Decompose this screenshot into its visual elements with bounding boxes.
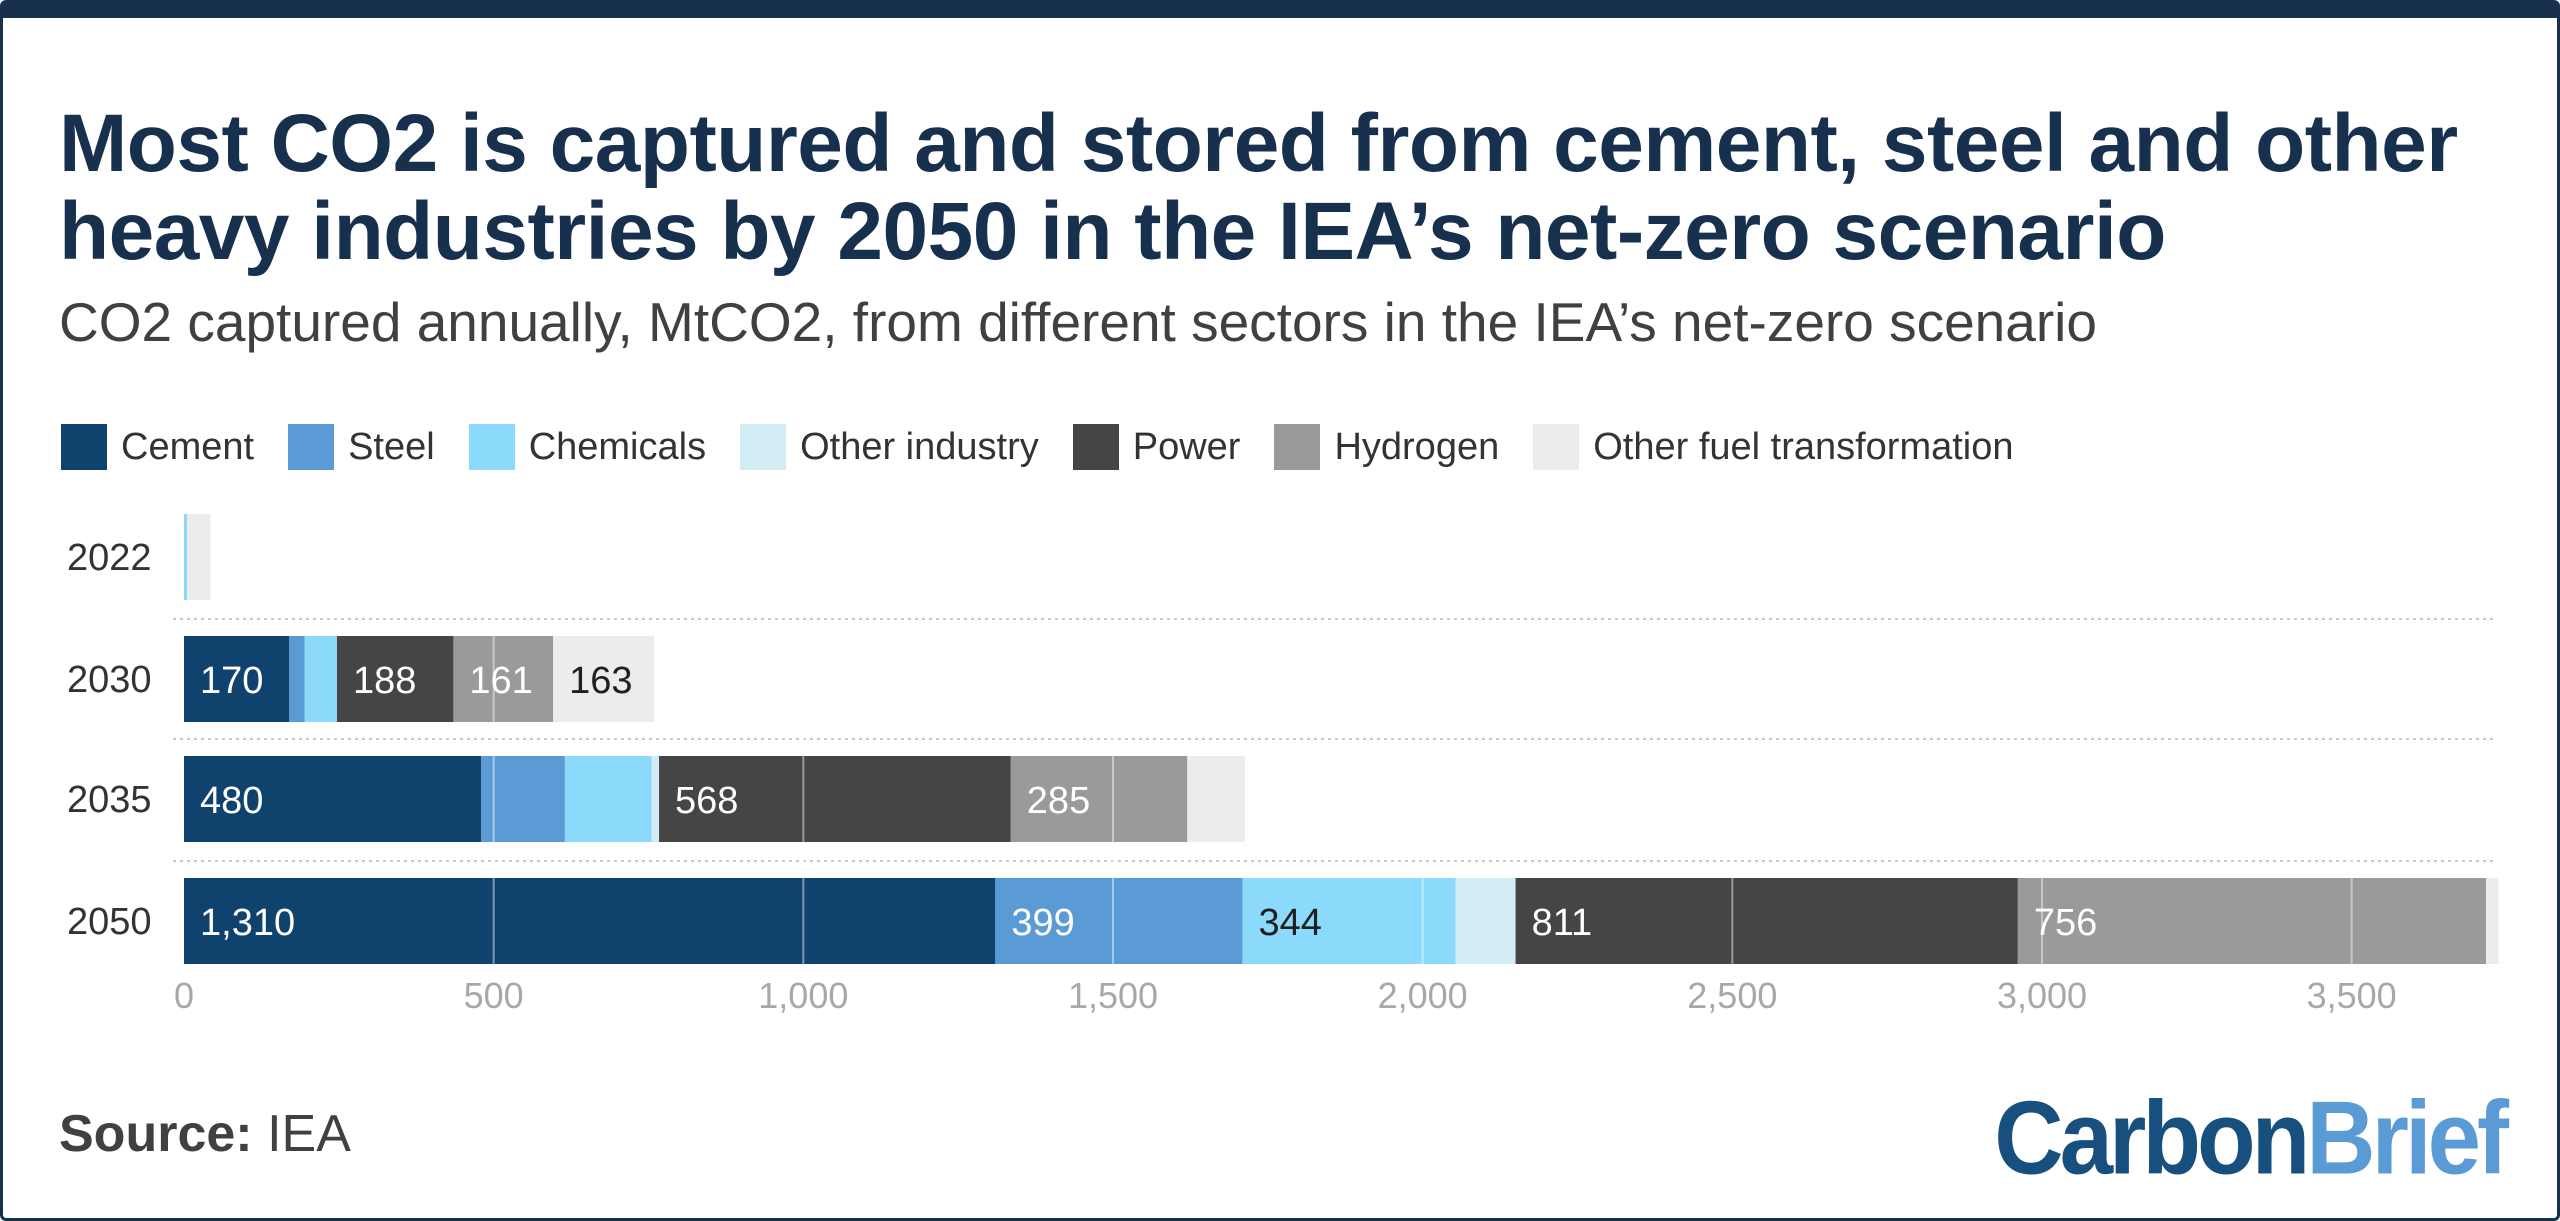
legend-label: Chemicals — [528, 425, 707, 468]
category-label: 2035 — [67, 779, 152, 821]
source-note: Source: IEA — [59, 1104, 351, 1164]
x-tick-label: 1,000 — [758, 975, 848, 1016]
data-label: 756 — [2034, 902, 2097, 944]
source-value: IEA — [267, 1105, 351, 1163]
logo-part-brief: Brief — [2306, 1080, 2509, 1197]
category-label: 2022 — [67, 537, 152, 579]
data-label: 1,310 — [200, 902, 295, 944]
data-label: 568 — [675, 780, 738, 822]
bar-segment — [995, 878, 1243, 964]
bar-segment — [1187, 756, 1245, 842]
bar-segment — [553, 636, 655, 722]
bar-segment — [184, 756, 482, 842]
stacked-bar-chart: 2022 2030 170 188 161 163 2035 480 568 285 2050 1,3… — [67, 514, 2499, 1016]
bar-segment — [184, 878, 996, 964]
bar-segment — [564, 756, 652, 842]
bar-segment — [659, 756, 1011, 842]
data-label: 188 — [353, 660, 416, 702]
bar-segment — [481, 756, 565, 842]
data-label: 399 — [1011, 902, 1074, 944]
legend-item: Cement — [61, 424, 254, 470]
chart-title: Most CO2 is captured and stored from cem… — [59, 98, 2458, 277]
legend-swatch — [740, 424, 787, 470]
legend-label: Cement — [121, 425, 255, 468]
x-tick-label: 2,000 — [1378, 975, 1468, 1016]
category-label: 2030 — [67, 659, 152, 701]
legend-swatch — [1072, 424, 1119, 470]
legend-item: Chemicals — [468, 424, 707, 470]
data-label: 811 — [1532, 902, 1593, 944]
chart-subtitle: CO2 captured annually, MtCO2, from diffe… — [59, 291, 2097, 353]
legend-swatch — [468, 424, 515, 470]
x-tick-label: 0 — [174, 975, 194, 1016]
legend-swatch — [288, 424, 335, 470]
legend-item: Hydrogen — [1274, 424, 1499, 470]
bar-segment — [1455, 878, 1516, 964]
legend-swatch — [1274, 424, 1321, 470]
bar-segment — [336, 636, 454, 722]
x-tick-label: 500 — [464, 975, 524, 1016]
legend-swatch — [61, 424, 107, 470]
source-label: Source: — [59, 1105, 253, 1163]
x-tick-label: 1,500 — [1068, 975, 1158, 1016]
legend-label: Steel — [348, 425, 435, 468]
bar-segment — [2017, 878, 2487, 964]
x-tick-label: 2,500 — [1687, 975, 1777, 1016]
data-label: 170 — [200, 660, 263, 702]
bar-segment — [1242, 878, 1456, 964]
legend-label: Hydrogen — [1334, 425, 1500, 468]
bar-segment — [2486, 878, 2499, 964]
data-label: 163 — [569, 660, 632, 702]
bar-segment — [1515, 878, 2018, 964]
x-tick-label: 3,000 — [1997, 975, 2087, 1016]
legend-label: Other industry — [800, 425, 1039, 468]
category-label: 2050 — [67, 901, 152, 943]
bar-segment — [651, 756, 660, 842]
data-label: 480 — [200, 780, 263, 822]
data-label: 285 — [1027, 780, 1090, 822]
bar-segment — [187, 514, 211, 600]
bar-segment — [184, 636, 290, 722]
data-label: 161 — [469, 660, 532, 702]
bar-segment — [1010, 756, 1188, 842]
legend-item: Steel — [288, 424, 435, 470]
legend-swatch — [1533, 424, 1580, 470]
legend-label: Other fuel transformation — [1593, 425, 2014, 468]
legend-item: Power — [1072, 424, 1241, 470]
legend: Cement Steel Chemicals Other industry Power H… — [61, 422, 2048, 472]
bar-segment — [184, 514, 188, 600]
logo-part-carbon: Carbon — [1994, 1080, 2310, 1197]
bar-segment — [289, 636, 305, 722]
bar-segment — [304, 636, 337, 722]
bar-segment — [453, 636, 554, 722]
legend-label: Power — [1132, 425, 1241, 468]
x-tick-label: 3,500 — [2307, 975, 2397, 1016]
legend-item: Other fuel transformation — [1533, 424, 2014, 470]
carbonbrief-logo[interactable]: CarbonBrief — [1994, 1080, 2509, 1199]
data-label: 344 — [1258, 902, 1321, 944]
legend-item: Other industry — [740, 424, 1039, 470]
